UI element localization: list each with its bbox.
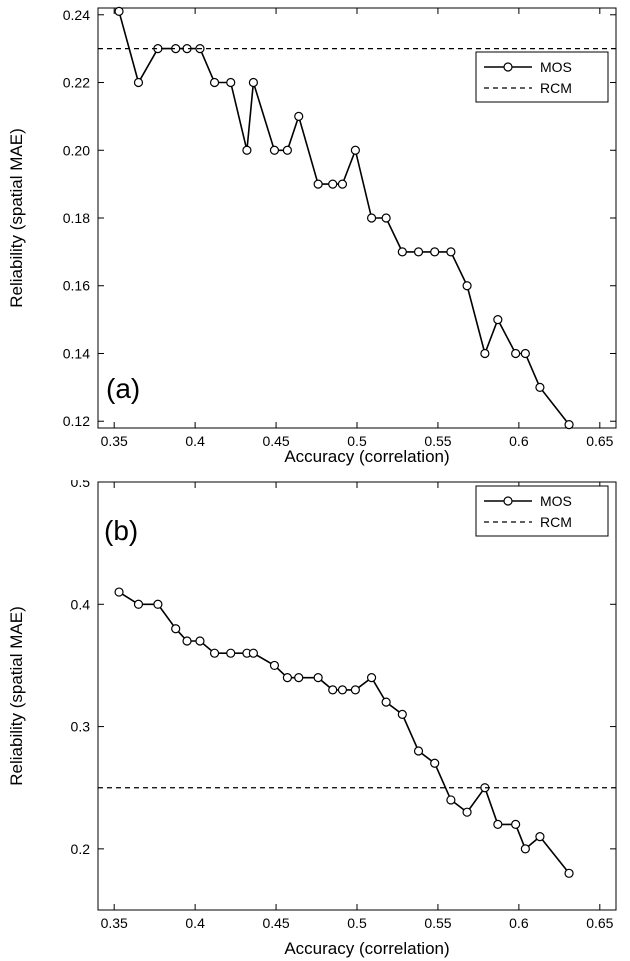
x-tick-label: 0.55	[424, 433, 451, 449]
mos-data-point	[397, 709, 407, 719]
x-tick-label: 0.45	[262, 915, 289, 931]
mos-data-point	[535, 832, 545, 842]
mos-data-point	[242, 145, 252, 155]
mos-data-point	[313, 179, 323, 189]
x-tick-label: 0.45	[262, 433, 289, 449]
chart-panel-a: 0.35 0.4 0.45 0.5 0.55 0.6 0.65 0.12 0.14 0.16 0.1…	[7, 6, 617, 466]
mos-data-point	[282, 673, 292, 683]
legend-box	[475, 51, 609, 103]
mos-data-point	[535, 382, 545, 392]
mos-data-point	[520, 844, 530, 854]
x-tick-label: 0.35	[101, 433, 128, 449]
mos-data-point	[430, 758, 440, 768]
y-tick-label: 0.3	[71, 719, 91, 735]
mos-data-point	[511, 819, 521, 829]
x-tick-label: 0.65	[586, 915, 613, 931]
mos-data-point	[564, 420, 574, 430]
mos-data-point	[366, 673, 377, 683]
mos-data-point	[381, 213, 391, 223]
x-axis-label: Accuracy (correlation)	[284, 447, 449, 466]
mos-data-point	[226, 648, 236, 658]
y-axis-label: Reliability (spatial MAE)	[7, 606, 26, 786]
y-tick-label: 0.5	[71, 480, 91, 490]
mos-data-point	[248, 77, 258, 88]
x-tick-label: 0.6	[509, 433, 529, 449]
mos-data-point	[269, 145, 280, 155]
x-tick-label: 0.4	[185, 433, 205, 449]
y-tick-label: 0.20	[63, 142, 90, 158]
y-tick-label: 0.4	[71, 596, 91, 612]
mos-data-point	[248, 648, 258, 658]
mos-data-point	[350, 145, 360, 155]
mos-data-point	[171, 624, 181, 634]
legend-label-rcm: RCM	[540, 514, 572, 530]
y-tick-label: 0.14	[63, 345, 90, 361]
legend-label-rcm: RCM	[540, 80, 572, 96]
mos-data-point	[564, 868, 574, 878]
mos-data-point	[328, 179, 338, 189]
legend-mos-marker	[503, 62, 513, 72]
mos-data-point	[446, 247, 456, 257]
mos-data-point	[381, 697, 391, 707]
mos-data-point	[413, 247, 424, 257]
x-tick-label: 0.65	[586, 433, 613, 449]
legend-label-mos: MOS	[540, 493, 572, 509]
y-tick-label: 0.24	[63, 7, 90, 23]
chart-panel-b: 0.35 0.4 0.45 0.5 0.55 0.6 0.65 0.2 0.3 0.4 0.5 Acc…	[7, 480, 617, 958]
mos-data-point	[313, 673, 323, 683]
mos-data-point	[520, 348, 530, 359]
mos-data-point	[493, 315, 503, 325]
panel-label: (b)	[104, 515, 138, 546]
mos-data-point	[366, 213, 377, 223]
legend-label-mos: MOS	[540, 59, 572, 75]
mos-series-line	[118, 591, 570, 874]
mos-data-point	[430, 247, 440, 257]
mos-data-point	[493, 819, 503, 829]
mos-data-point	[153, 599, 163, 609]
mos-data-point	[133, 599, 144, 609]
mos-data-point	[269, 660, 280, 671]
mos-data-point	[350, 685, 360, 695]
mos-data-point	[226, 77, 236, 88]
y-axis-label: Reliability (spatial MAE)	[7, 128, 26, 308]
legend-mos-marker	[503, 496, 513, 506]
y-tick-label: 0.12	[63, 413, 90, 429]
mos-data-point	[337, 179, 348, 189]
mos-data-point	[209, 77, 220, 88]
mos-data-point	[462, 281, 472, 291]
mos-data-point	[133, 77, 144, 88]
x-tick-label: 0.6	[509, 915, 529, 931]
mos-data-point	[209, 648, 220, 658]
panel-label: (a)	[106, 373, 140, 404]
x-axis-label: Accuracy (correlation)	[284, 939, 449, 958]
y-tick-label: 0.2	[71, 841, 91, 857]
mos-data-point	[195, 636, 205, 646]
y-tick-label: 0.16	[63, 278, 90, 294]
mos-data-point	[182, 636, 192, 646]
mos-data-point	[282, 145, 292, 155]
mos-data-point	[294, 673, 304, 683]
x-tick-label: 0.5	[347, 433, 367, 449]
mos-data-point	[114, 6, 124, 16]
mos-data-point	[462, 807, 472, 817]
x-tick-label: 0.5	[347, 915, 367, 931]
mos-data-point	[337, 685, 348, 695]
mos-data-point	[413, 746, 424, 756]
axes-frame	[97, 481, 617, 911]
mos-data-point	[328, 685, 338, 695]
x-tick-label: 0.55	[424, 915, 451, 931]
mos-data-point	[114, 587, 124, 597]
y-tick-label: 0.22	[63, 75, 90, 91]
x-tick-label: 0.4	[185, 915, 205, 931]
mos-data-point	[294, 111, 304, 121]
mos-data-point	[511, 348, 521, 359]
y-tick-label: 0.18	[63, 210, 90, 226]
mos-data-point	[446, 795, 456, 805]
mos-data-point	[480, 348, 490, 359]
x-tick-label: 0.35	[101, 915, 128, 931]
mos-data-point	[397, 247, 407, 257]
legend-box	[475, 485, 609, 537]
